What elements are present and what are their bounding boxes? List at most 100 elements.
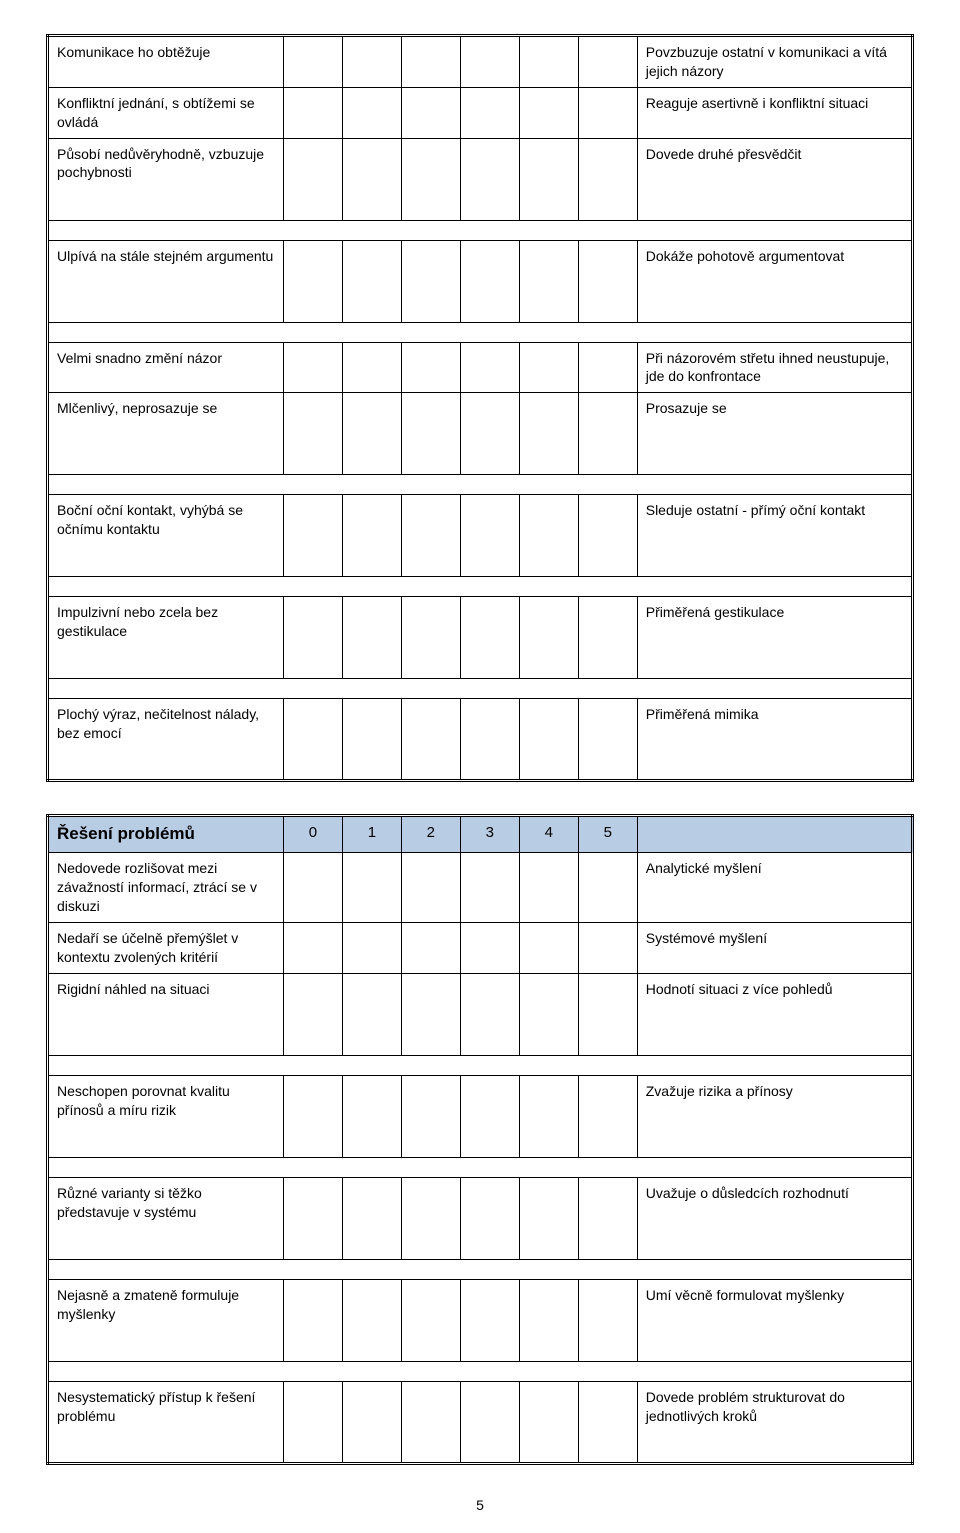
score-cell[interactable] bbox=[519, 1075, 578, 1157]
score-cell[interactable] bbox=[401, 922, 460, 973]
score-cell[interactable] bbox=[460, 393, 519, 475]
score-cell[interactable] bbox=[578, 853, 637, 923]
score-cell[interactable] bbox=[519, 240, 578, 322]
score-cell[interactable] bbox=[578, 495, 637, 577]
score-cell[interactable] bbox=[401, 853, 460, 923]
score-cell[interactable] bbox=[519, 138, 578, 220]
score-cell[interactable] bbox=[342, 973, 401, 1055]
score-cell[interactable] bbox=[519, 36, 578, 88]
score-cell[interactable] bbox=[578, 138, 637, 220]
score-cell[interactable] bbox=[519, 495, 578, 577]
score-cell[interactable] bbox=[578, 342, 637, 393]
score-cell[interactable] bbox=[519, 699, 578, 781]
score-cell[interactable] bbox=[578, 1177, 637, 1259]
score-cell[interactable] bbox=[283, 1381, 342, 1463]
score-cell[interactable] bbox=[519, 922, 578, 973]
score-cell[interactable] bbox=[401, 342, 460, 393]
score-cell[interactable] bbox=[460, 1279, 519, 1361]
score-cell[interactable] bbox=[283, 36, 342, 88]
score-cell[interactable] bbox=[519, 1279, 578, 1361]
score-cell[interactable] bbox=[460, 495, 519, 577]
score-cell[interactable] bbox=[283, 922, 342, 973]
score-cell[interactable] bbox=[578, 87, 637, 138]
score-cell[interactable] bbox=[283, 1177, 342, 1259]
score-cell[interactable] bbox=[578, 1075, 637, 1157]
score-cell[interactable] bbox=[460, 973, 519, 1055]
score-cell[interactable] bbox=[283, 973, 342, 1055]
score-cell[interactable] bbox=[401, 87, 460, 138]
score-cell[interactable] bbox=[519, 973, 578, 1055]
score-cell[interactable] bbox=[283, 138, 342, 220]
criterion-left: Nejasně a zmateně formuluje myšlenky bbox=[48, 1279, 284, 1361]
score-cell[interactable] bbox=[283, 597, 342, 679]
score-cell[interactable] bbox=[283, 342, 342, 393]
score-header: 3 bbox=[460, 816, 519, 853]
score-cell[interactable] bbox=[283, 699, 342, 781]
score-cell[interactable] bbox=[342, 495, 401, 577]
score-cell[interactable] bbox=[519, 1177, 578, 1259]
score-cell[interactable] bbox=[342, 853, 401, 923]
score-cell[interactable] bbox=[401, 240, 460, 322]
score-cell[interactable] bbox=[401, 1075, 460, 1157]
score-cell[interactable] bbox=[401, 973, 460, 1055]
score-cell[interactable] bbox=[578, 240, 637, 322]
score-cell[interactable] bbox=[578, 922, 637, 973]
score-cell[interactable] bbox=[283, 393, 342, 475]
score-cell[interactable] bbox=[342, 240, 401, 322]
score-cell[interactable] bbox=[460, 342, 519, 393]
score-cell[interactable] bbox=[283, 240, 342, 322]
score-cell[interactable] bbox=[460, 1177, 519, 1259]
score-cell[interactable] bbox=[283, 495, 342, 577]
score-cell[interactable] bbox=[460, 138, 519, 220]
score-cell[interactable] bbox=[283, 87, 342, 138]
score-cell[interactable] bbox=[401, 393, 460, 475]
score-cell[interactable] bbox=[460, 699, 519, 781]
score-cell[interactable] bbox=[460, 853, 519, 923]
score-cell[interactable] bbox=[578, 36, 637, 88]
score-cell[interactable] bbox=[401, 699, 460, 781]
criterion-left: Nedaří se účelně přemýšlet v kontextu zv… bbox=[48, 922, 284, 973]
score-cell[interactable] bbox=[460, 240, 519, 322]
score-cell[interactable] bbox=[519, 1381, 578, 1463]
score-cell[interactable] bbox=[519, 342, 578, 393]
score-cell[interactable] bbox=[578, 597, 637, 679]
score-cell[interactable] bbox=[460, 1381, 519, 1463]
score-cell[interactable] bbox=[401, 138, 460, 220]
score-cell[interactable] bbox=[401, 597, 460, 679]
score-cell[interactable] bbox=[401, 1279, 460, 1361]
score-cell[interactable] bbox=[401, 495, 460, 577]
score-cell[interactable] bbox=[342, 1279, 401, 1361]
score-cell[interactable] bbox=[342, 36, 401, 88]
score-cell[interactable] bbox=[519, 393, 578, 475]
score-cell[interactable] bbox=[578, 699, 637, 781]
score-cell[interactable] bbox=[578, 973, 637, 1055]
score-cell[interactable] bbox=[342, 342, 401, 393]
score-cell[interactable] bbox=[283, 1075, 342, 1157]
score-cell[interactable] bbox=[283, 1279, 342, 1361]
score-cell[interactable] bbox=[578, 393, 637, 475]
score-cell[interactable] bbox=[401, 1177, 460, 1259]
score-cell[interactable] bbox=[460, 1075, 519, 1157]
score-cell[interactable] bbox=[342, 393, 401, 475]
score-cell[interactable] bbox=[342, 87, 401, 138]
score-cell[interactable] bbox=[578, 1279, 637, 1361]
score-cell[interactable] bbox=[342, 597, 401, 679]
score-cell[interactable] bbox=[519, 853, 578, 923]
score-cell[interactable] bbox=[460, 922, 519, 973]
score-cell[interactable] bbox=[578, 1381, 637, 1463]
score-cell[interactable] bbox=[460, 36, 519, 88]
score-cell[interactable] bbox=[342, 922, 401, 973]
score-cell[interactable] bbox=[519, 87, 578, 138]
score-cell[interactable] bbox=[460, 87, 519, 138]
score-cell[interactable] bbox=[283, 853, 342, 923]
score-cell[interactable] bbox=[342, 1075, 401, 1157]
score-cell[interactable] bbox=[342, 1177, 401, 1259]
score-cell[interactable] bbox=[401, 36, 460, 88]
score-cell[interactable] bbox=[460, 597, 519, 679]
score-cell[interactable] bbox=[401, 1381, 460, 1463]
score-cell[interactable] bbox=[342, 1381, 401, 1463]
score-cell[interactable] bbox=[519, 597, 578, 679]
score-cell[interactable] bbox=[342, 138, 401, 220]
score-cell[interactable] bbox=[342, 699, 401, 781]
criterion-left: Komunikace ho obtěžuje bbox=[48, 36, 284, 88]
